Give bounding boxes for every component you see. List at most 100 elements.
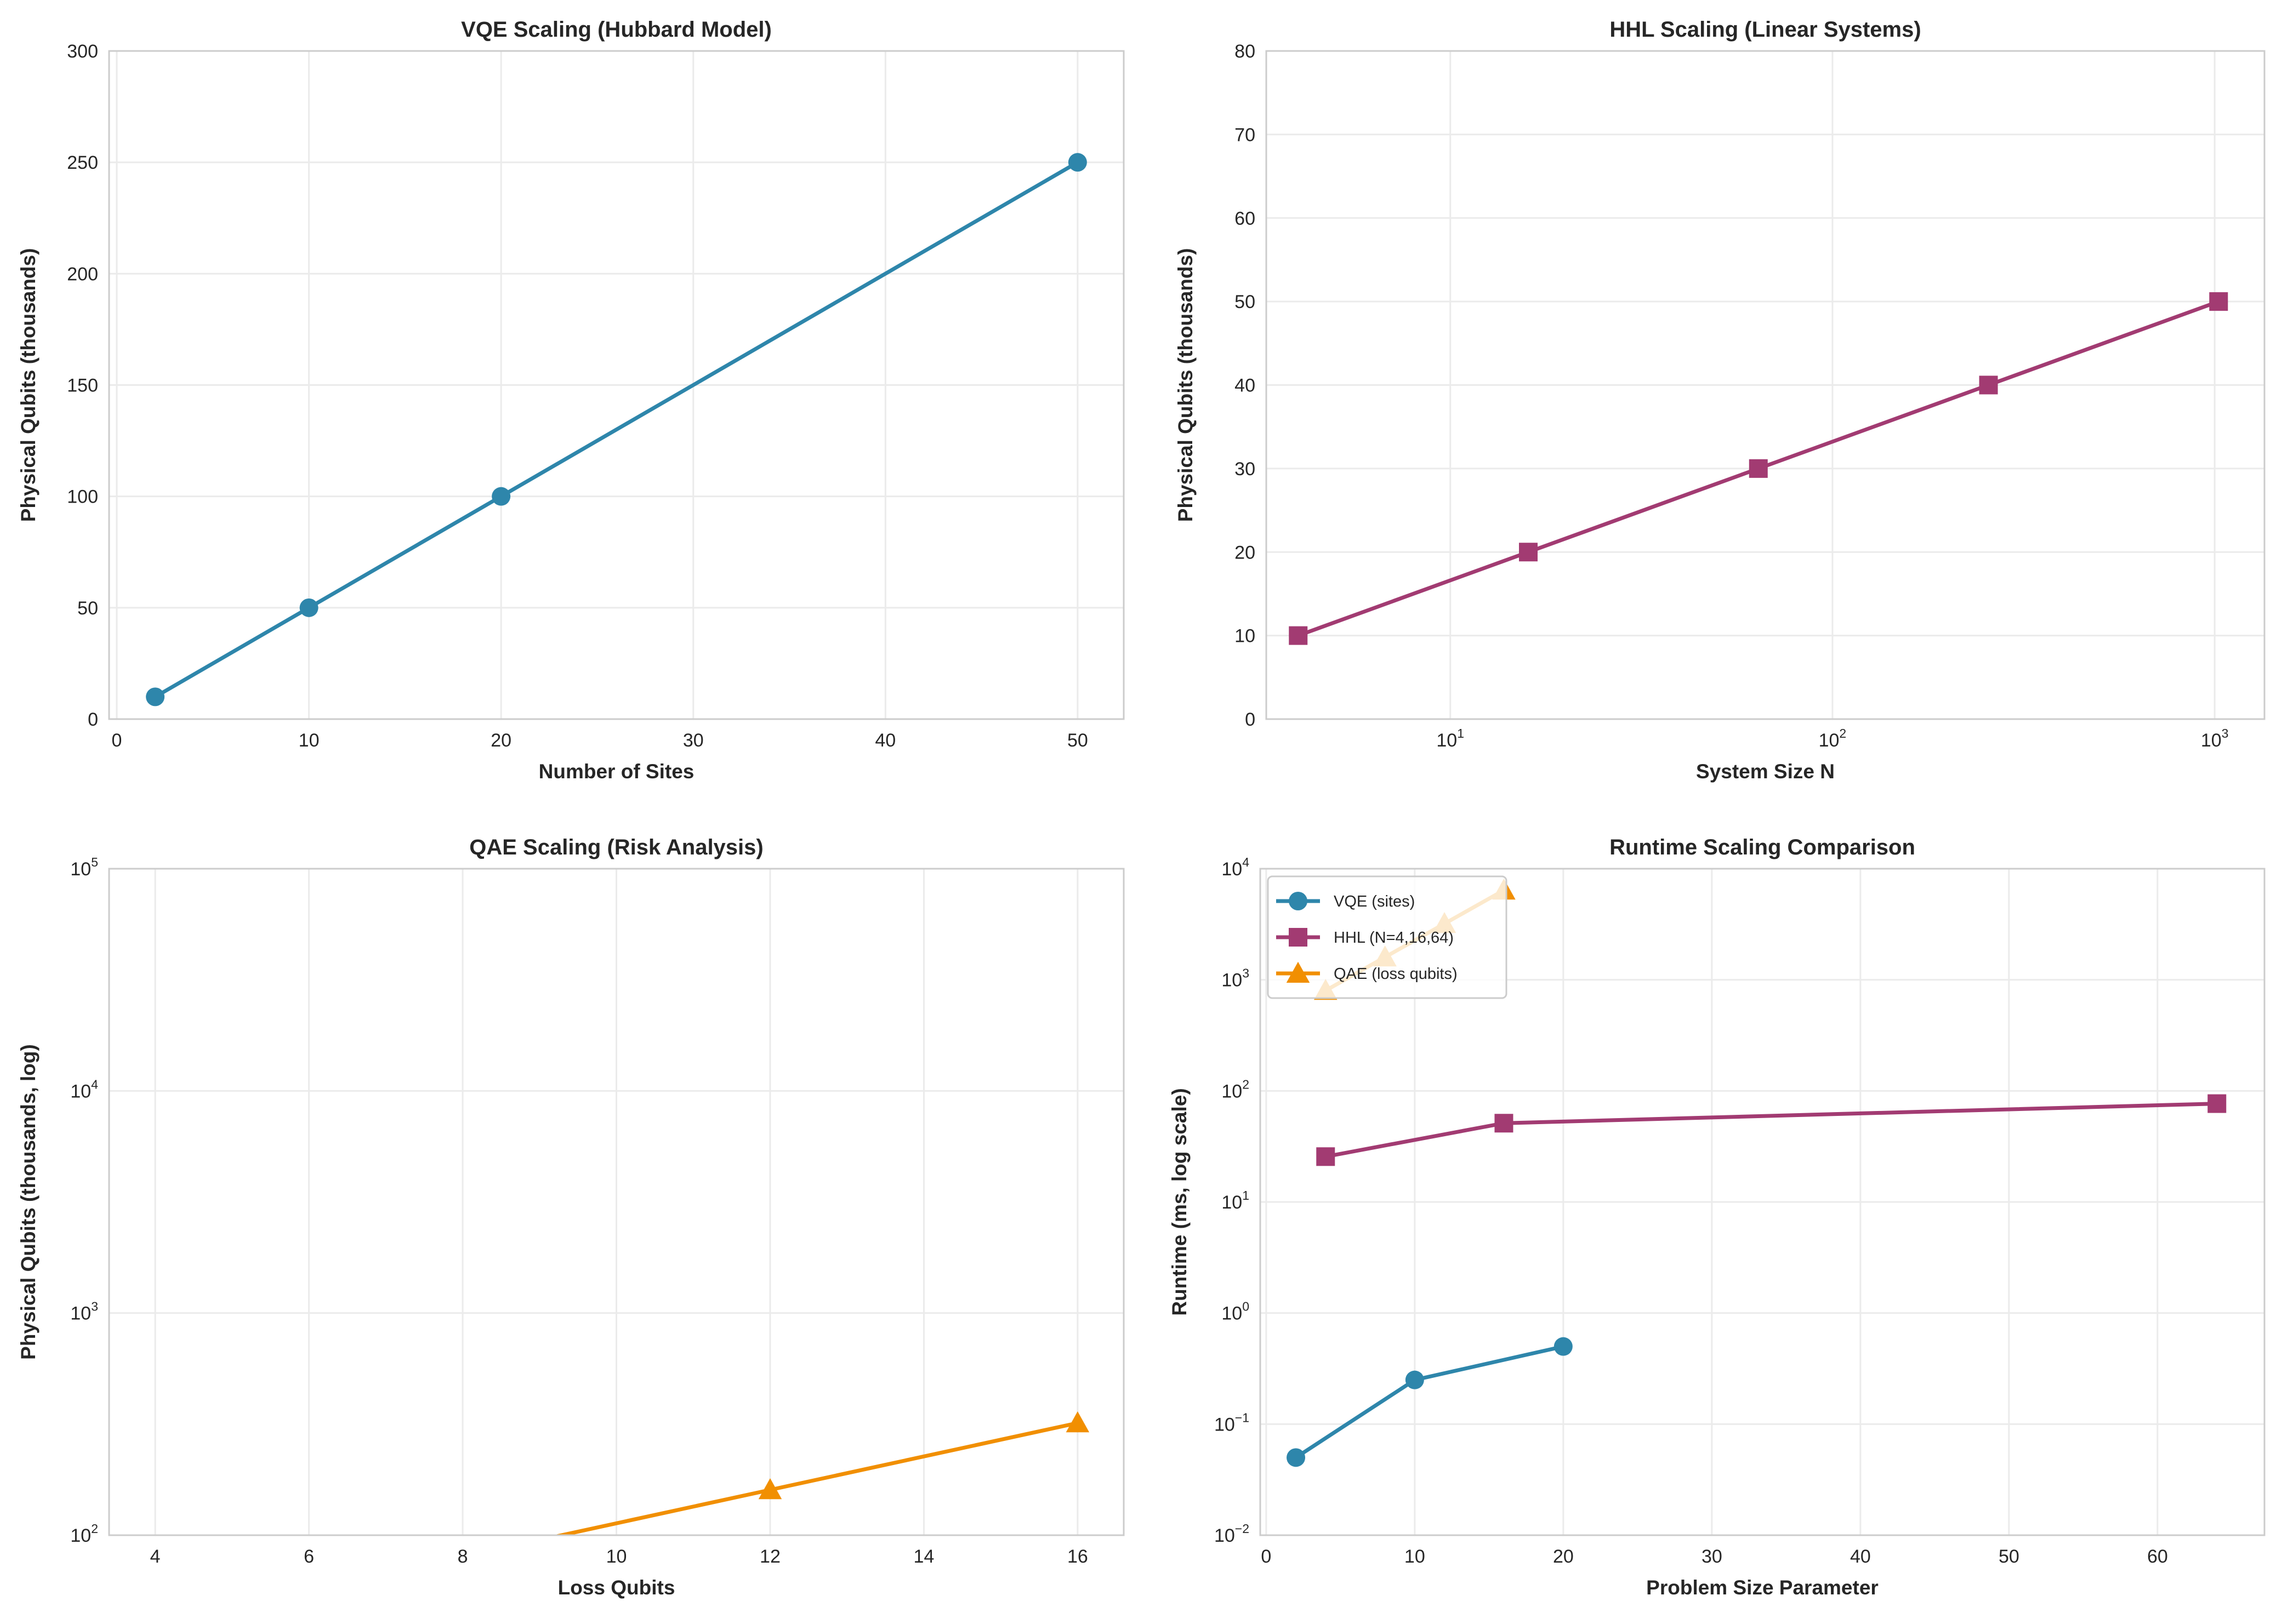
chart-title: HHL Scaling (Linear Systems)	[1609, 18, 1921, 42]
x-tick-label: 10	[606, 1546, 627, 1567]
x-tick-label: 20	[1553, 1546, 1574, 1567]
data-point-hhl	[2207, 1094, 2227, 1113]
data-point-hhl	[2209, 292, 2228, 311]
x-tick-label: 10	[299, 730, 320, 751]
chart-title: VQE Scaling (Hubbard Model)	[461, 18, 772, 42]
series-line-hhl	[1325, 1102, 2217, 1159]
y-tick-label: 80	[1234, 41, 1255, 62]
chart-runtime: 0 10 20 30 40 50 60 10−2 10−1 100 101 102 103 104 Runt…	[1168, 835, 2266, 1599]
axes-frame	[108, 50, 1125, 720]
data-point-hhl	[1519, 543, 1538, 562]
chart-qae: 4 6 8 10 12 14 16 102 103 104 105 QAE Scaling (Risk…	[17, 835, 1125, 1624]
data-point-qae	[144, 1612, 167, 1624]
y-tick-label: 150	[67, 375, 98, 396]
y-axis-label: Physical Qubits (thousands)	[17, 248, 39, 522]
chart-vqe: 0 10 20 30 40 50 0 50 100 150 200 250 300 VQE Scaling…	[17, 18, 1125, 783]
y-tick-label: 10−2	[1214, 1522, 1249, 1546]
x-axis-label: Problem Size Parameter	[1646, 1576, 1879, 1599]
x-tick-label: 0	[112, 730, 122, 751]
legend-marker-hhl	[1289, 928, 1307, 947]
y-tick-label: 0	[88, 709, 98, 730]
legend: VQE (sites) HHL (N=4,16,64) QAE (loss qubi…	[1267, 875, 1507, 999]
y-tick-label: 103	[70, 1300, 98, 1324]
data-point-vqe	[1287, 1448, 1306, 1467]
data-point-hhl	[1494, 1114, 1513, 1133]
y-tick-label: 50	[1234, 292, 1255, 312]
y-tick-label: 102	[1221, 1077, 1249, 1102]
x-tick-label: 16	[1067, 1546, 1088, 1567]
y-axis-label: Runtime (ms, log scale)	[1168, 1088, 1191, 1315]
series-line-vqe	[1295, 1344, 1564, 1460]
y-axis-label: Physical Qubits (thousands)	[1174, 248, 1197, 522]
legend-marker-vqe	[1289, 892, 1307, 910]
y-tick-label: 0	[1245, 709, 1255, 730]
axes-frame	[1259, 868, 2266, 1536]
x-tick-label: 102	[1819, 726, 1847, 751]
y-tick-label: 101	[1221, 1188, 1249, 1213]
x-tick-label: 12	[760, 1546, 781, 1567]
y-tick-label: 104	[70, 1077, 98, 1102]
series-line-qae	[553, 1421, 1078, 1535]
y-tick-label: 40	[1234, 375, 1255, 396]
y-tick-label: 105	[70, 855, 98, 880]
plot-area	[1289, 292, 2228, 645]
data-point-vqe	[1068, 153, 1087, 172]
y-tick-label: 20	[1234, 542, 1255, 563]
axes-frame	[1265, 50, 2266, 720]
x-tick-label: 50	[1067, 730, 1088, 751]
x-tick-label: 14	[913, 1546, 934, 1567]
x-tick-label: 10	[1404, 1546, 1425, 1567]
legend-label-qae: QAE (loss qubits)	[1334, 965, 1458, 983]
data-point-qae	[1066, 1411, 1090, 1433]
y-tick-label: 100	[67, 487, 98, 508]
x-tick-label: 30	[683, 730, 704, 751]
series-line-vqe	[154, 161, 1079, 699]
y-tick-label: 102	[70, 1522, 98, 1546]
data-point-vqe	[1553, 1337, 1573, 1356]
x-tick-label: 0	[1261, 1546, 1271, 1567]
x-tick-label: 60	[2147, 1546, 2168, 1567]
legend-label-hhl: HHL (N=4,16,64)	[1334, 929, 1454, 947]
x-tick-label: 50	[1999, 1546, 2019, 1567]
y-axis-label: Physical Qubits (thousands, log)	[17, 1044, 39, 1360]
data-point-vqe	[146, 687, 165, 706]
x-axis-label: Loss Qubits	[558, 1576, 675, 1599]
y-tick-label: 300	[67, 41, 98, 62]
x-axis-label: System Size N	[1696, 760, 1835, 783]
y-tick-label: 30	[1234, 459, 1255, 480]
legend-marker-qae	[1286, 961, 1310, 983]
y-tick-label: 10	[1234, 626, 1255, 647]
y-tick-label: 103	[1221, 966, 1249, 991]
data-point-qae	[758, 1478, 782, 1500]
y-tick-label: 250	[67, 152, 98, 173]
plot-area	[144, 1411, 1090, 1624]
x-tick-label: 40	[1850, 1546, 1871, 1567]
y-tick-label: 60	[1234, 208, 1255, 229]
data-point-hhl	[1749, 459, 1768, 478]
x-tick-label: 20	[491, 730, 511, 751]
chart-title: QAE Scaling (Risk Analysis)	[469, 835, 763, 859]
x-tick-label: 101	[1436, 726, 1464, 751]
x-tick-label: 6	[304, 1546, 314, 1567]
data-point-hhl	[1979, 375, 1998, 395]
data-point-hhl	[1316, 1147, 1335, 1166]
x-tick-label: 4	[150, 1546, 161, 1567]
data-point-vqe	[299, 598, 318, 617]
plot-area	[146, 153, 1087, 706]
y-tick-label: 200	[67, 264, 98, 284]
legend-label-vqe: VQE (sites)	[1334, 893, 1415, 910]
y-tick-label: 100	[1221, 1300, 1249, 1324]
y-tick-label: 50	[77, 598, 98, 619]
data-point-vqe	[1405, 1370, 1424, 1389]
y-tick-label: 104	[1221, 855, 1249, 880]
x-tick-label: 40	[875, 730, 896, 751]
chart-title: Runtime Scaling Comparison	[1609, 835, 1915, 859]
chart-hhl: 101 102 103 0 10 20 30 40 50 60 70 80 HHL Scaling (L…	[1174, 18, 2266, 783]
legend-box	[1267, 875, 1507, 999]
axes-frame	[108, 868, 1125, 1536]
data-point-vqe	[492, 487, 511, 506]
data-point-hhl	[1289, 626, 1308, 645]
x-axis-label: Number of Sites	[539, 760, 695, 783]
x-tick-label: 30	[1701, 1546, 1722, 1567]
